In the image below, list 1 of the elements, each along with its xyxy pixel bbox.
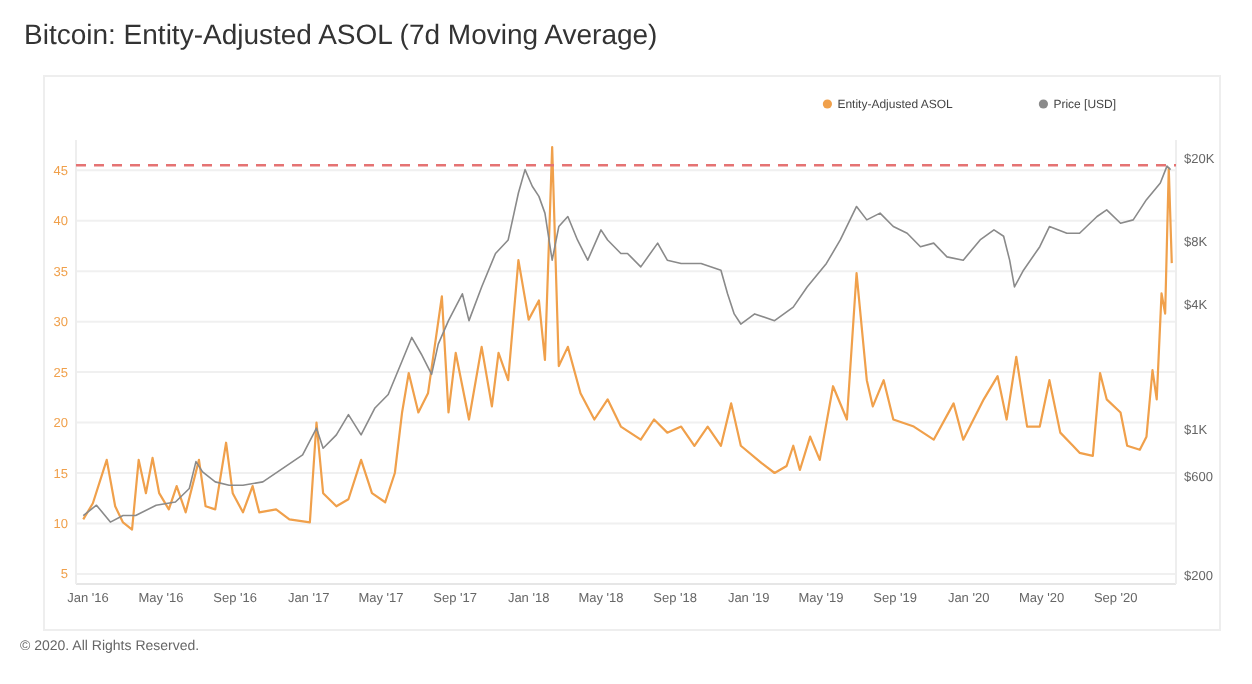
chart-title: Bitcoin: Entity-Adjusted ASOL (7d Moving Average) [24,18,658,50]
